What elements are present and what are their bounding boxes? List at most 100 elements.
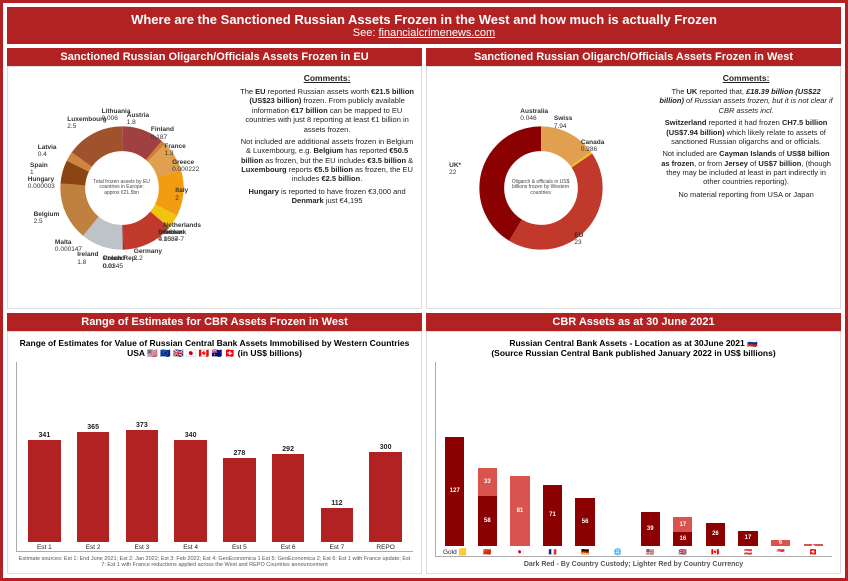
bar-value: 278 [234,450,246,457]
cbr-loc-footnote: Dark Red - By Country Custody; Lighter R… [435,561,832,569]
bar-group: 292Est 6 [265,446,312,551]
donut-slice-label: Sweden0.0037 [158,229,183,243]
cbr-range-footnote: Estimate sources: Est 1: End June 2021; … [16,556,413,569]
comment-paragraph: The UK reported that, £18.39 billion (US… [658,87,834,115]
bar-group: 365Est 2 [70,424,117,551]
cbr-range-bars: 341Est 1365Est 2 373 Est 3 340 Est 4 278Est 5… [16,362,413,551]
main-header: Where are the Sanctioned Russian Assets … [7,7,841,44]
bar-category: Est 2 [86,544,101,551]
eu-donut-labels: Lithuania0.006Austria1.8Finland0.187Fran… [8,67,235,308]
bar-value: 112 [331,500,342,507]
panel-cbr-range-title: Range of Estimates for CBR Assets Frozen… [7,313,422,331]
stack-category: 🇸🇬 [777,548,785,556]
eu-donut-area: Total frozen assets by EU countries in E… [8,67,235,308]
bar-group: 340 Est 4 [167,432,214,551]
panel-cbr-loc-body: Russian Central Bank Assets - Location a… [426,331,841,574]
cbr-loc-chart: Russian Central Bank Assets - Location a… [427,332,840,573]
stack-group: 5833 🇨🇳 [473,468,503,556]
eu-comments-heading: Comments: [239,73,415,83]
donut-slice-label: France1.3 [164,143,185,157]
west-comments: Comments: The UK reported that, £18.39 b… [654,67,840,308]
donut-slice-label: Austria1.8 [127,112,149,126]
source-link[interactable]: financialcrimenews.com [378,27,495,39]
bar-group: 373 Est 3 [119,422,166,551]
stack-category: 🇨🇳 [483,548,491,556]
donut-slice-label: Australia0.046 [520,108,548,122]
donut-slice-label: Latvia0.4 [38,144,57,158]
stack-category: 🇨🇦 [711,548,719,556]
row-top: Sanctioned Russian Oligarch/Officials As… [7,48,841,309]
stack-category: 🇨🇭 [809,548,817,556]
panel-west-title: Sanctioned Russian Oligarch/Officials As… [426,48,841,66]
donut-slice-label: Finland0.187 [151,126,174,140]
stack-category: 🇩🇪 [581,548,589,556]
stack-seg-dark: 127 [445,437,464,546]
stack-group: 26 🇨🇦 [701,523,731,555]
bar-group: 300REPO [362,444,409,551]
cbr-range-chart: Range of Estimates for Value of Russian … [8,332,421,573]
stack-seg-light: 2 [804,544,823,546]
panel-eu: Sanctioned Russian Oligarch/Officials As… [7,48,422,309]
stack-group: 81🇯🇵 [505,476,535,555]
panel-eu-body: Total frozen assets by EU countries in E… [7,66,422,309]
bar-group: 112 Est 7 [314,500,361,551]
bar-rect [272,454,305,542]
comment-paragraph: Not included are Cayman Islands of US$8 … [658,149,834,187]
stack-rect: 5833 [478,468,497,546]
stack-rect: 17 [738,531,757,546]
stack-group: 17 🇦🇹 [733,531,763,556]
stack-seg-light: 6 [771,540,790,545]
stack-group: 56 🇩🇪 [570,498,600,556]
bar-rect [369,452,402,542]
stack-rect: 39 [641,512,660,545]
bar-rect [28,440,61,542]
stack-group: 🌐 [603,545,633,556]
bar-group: 278Est 5 [216,450,263,550]
stack-group: 6 🇸🇬 [766,540,796,555]
stack-rect: 26 [706,523,725,545]
donut-slice-label: Luxembourg2.5 [67,116,106,130]
bar-rect [126,430,159,542]
stack-category: 🇦🇹 [744,548,752,556]
donut-slice-label: Czech Rep.0.01 [102,255,137,269]
bar-value: 340 [185,432,197,439]
stack-group: 127 Gold 🟨 [440,437,470,556]
bar-category: Est 1 [37,544,52,551]
panel-cbr-loc: CBR Assets as at 30 June 2021 Russian Ce… [426,313,841,574]
stack-seg-light: 33 [478,468,497,496]
donut-slice-label: Spain1 [30,162,48,176]
bar-category: Est 3 [134,544,149,551]
bar-group: 341Est 1 [21,432,68,551]
stack-category: 🇺🇸 [646,548,654,556]
panel-cbr-loc-title: CBR Assets as at 30 June 2021 [426,313,841,331]
donut-slice-label: EU23 [574,232,583,246]
donut-slice-label: Greece0.000222 [172,159,199,173]
stack-rect: 127 [445,437,464,546]
bar-rect [321,508,354,542]
bar-rect [223,458,256,541]
panel-west-body: Oligarch & officials in US$ billions fro… [426,66,841,309]
eu-comments: Comments: The EU reported Russian assets… [235,67,421,308]
donut-slice-label: Italy2 [175,187,188,201]
donut-slice-label: UK*22 [449,162,461,176]
bar-value: 373 [136,422,148,429]
infographic-root: Where are the Sanctioned Russian Assets … [0,0,848,581]
stack-rect: 71 [543,485,562,546]
donut-slice-label: Belgium2.5 [34,211,60,225]
stack-seg-dark: 58 [478,496,497,546]
west-comments-heading: Comments: [658,73,834,83]
stack-rect: 56 [575,498,594,546]
stack-seg-dark: 39 [641,512,660,545]
panel-west: Sanctioned Russian Oligarch/Officials As… [426,48,841,309]
cbr-loc-bars: 127Gold 🟨5833🇨🇳81🇯🇵71🇫🇷56🇩🇪🌐39🇺🇸1617🇬🇧26… [435,362,832,556]
stack-category: 🌐 [614,548,622,556]
stack-group: 2 🇨🇭 [798,544,828,556]
bar-category: Est 7 [329,544,344,551]
stack-category: Gold 🟨 [443,548,467,556]
stack-seg-light: 81 [510,476,529,545]
donut-slice-label: Malta0.000147 [55,239,82,253]
stack-rect: 2 [804,544,823,546]
bar-category: Est 4 [183,544,198,551]
donut-slice-label: Hungary0.000003 [28,176,55,190]
bar-rect [77,432,110,542]
